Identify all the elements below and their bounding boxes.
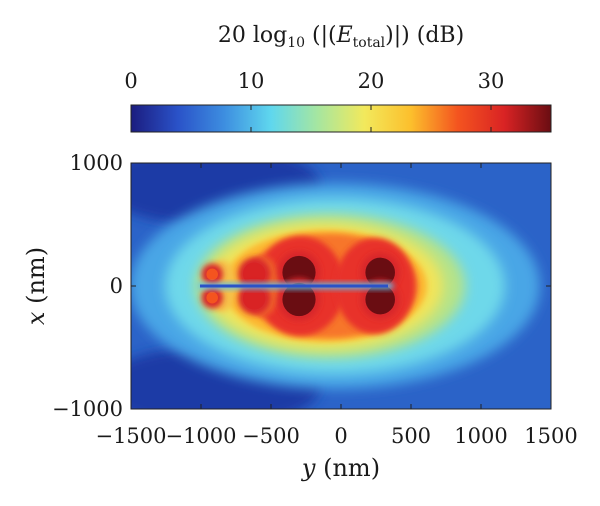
x-tick-label: 1000 <box>454 424 507 448</box>
colorbar-tick-labels: 0 10 20 30 <box>124 69 504 93</box>
colorbar-ticks <box>130 105 492 132</box>
hotspot <box>206 268 218 281</box>
y-tick-label: 0 <box>110 274 123 298</box>
colorbar-tick-label: 10 <box>238 69 265 93</box>
x-tick-label: −1500 <box>95 424 166 448</box>
x-axis-label: y (nm) <box>301 454 380 482</box>
hotspot <box>206 291 218 304</box>
heatmap-field <box>131 163 551 409</box>
colorbar <box>130 104 552 133</box>
colorbar-title: 20 log10 (|(Etotal)|) (dB) <box>218 23 464 51</box>
x-tick-label: −1000 <box>165 424 236 448</box>
hotspot <box>365 257 396 288</box>
x-tick-label: 1500 <box>524 424 577 448</box>
colorbar-tick-label: 30 <box>478 69 505 93</box>
x-tick-label: −500 <box>242 424 300 448</box>
colorbar-tick-label: 20 <box>358 69 385 93</box>
y-tick-label: 1000 <box>70 151 123 175</box>
hotspot <box>282 282 316 317</box>
y-axis-label: x (nm) <box>22 247 50 325</box>
x-tick-label: 0 <box>334 424 347 448</box>
x-axis-ticks: −1500−1000 −500 0 500 1000 1500 <box>95 163 578 448</box>
x-tick-label: 500 <box>391 424 431 448</box>
hotspot <box>243 287 266 310</box>
hotspot <box>243 262 266 285</box>
y-axis-ticks: 1000 0 −1000 <box>52 151 551 421</box>
y-tick-label: −1000 <box>52 397 123 421</box>
colorbar-tick-label: 0 <box>124 69 137 93</box>
hotspot <box>365 284 396 315</box>
